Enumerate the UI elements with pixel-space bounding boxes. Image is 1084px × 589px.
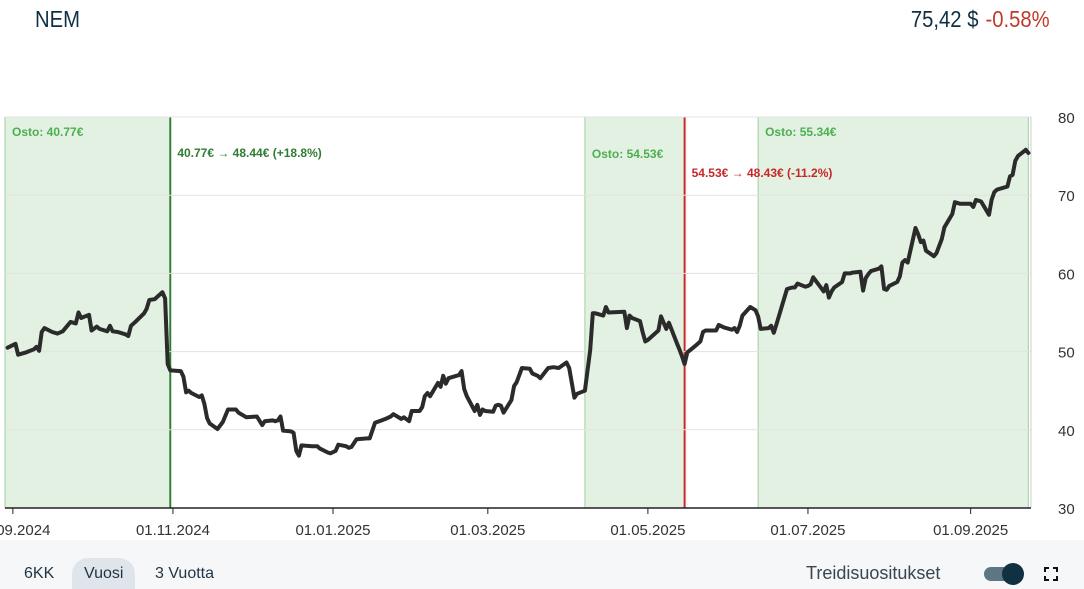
price-series [5,147,1031,458]
trade-signals-label: Treidisuositukset [806,563,941,583]
x-tick-label: 01.03.2025 [450,522,525,539]
x-tick-label: 01.09.2025 [933,522,1008,539]
x-tick-label: 01.09.2024 [0,522,50,539]
trade-exit-band [171,117,174,508]
trade-labels: Osto: 40.77€ 40.77€ → 48.44€ (+18.8%) Osto… [12,125,837,180]
x-tick-label: 01.11.2024 [136,522,210,539]
range-vuosi-button[interactable]: Vuosi [72,558,136,589]
x-tick-label: 01.05.2025 [610,522,685,539]
toggle-knob [1002,563,1024,585]
price-change: -0.58% [985,6,1050,32]
range-3-vuotta-button[interactable]: 3 Vuotta [155,565,215,582]
price-block: 75,42 $ -0.58% [911,6,1050,33]
trade-zone [584,116,686,509]
y-tick-label: 30 [1058,501,1075,518]
trade-result-label: 54.53€ → 48.43€ (-11.2%) [692,166,833,180]
price-chart[interactable]: 30 40 50 60 70 80 01.09.2024 01.11.2024 01.01.20… [0,0,1084,540]
trade-zones [4,116,1029,509]
trade-signals-toggle[interactable] [984,563,1024,585]
x-tick-label: 01.07.2025 [770,522,845,539]
y-tick-label: 70 [1058,188,1075,205]
chart-footer [0,540,1084,589]
trade-exit-band [685,117,688,508]
trade-result-label: 40.77€ → 48.44€ (+18.8%) [177,146,321,160]
y-tick-label: 50 [1058,345,1075,362]
y-tick-label: 40 [1058,423,1075,440]
buy-label: Osto: 54.53€ [592,147,664,161]
axes: 30 40 50 60 70 80 01.09.2024 01.11.2024 01.01.20… [0,110,1075,539]
y-tick-label: 80 [1058,110,1075,127]
expand-icon[interactable] [1043,566,1059,582]
x-tick-label: 01.01.2025 [295,522,370,539]
current-price: 75,42 $ [911,6,979,32]
buy-label: Osto: 40.77€ [12,125,84,139]
trade-zone [757,116,1029,509]
y-tick-label: 60 [1058,266,1075,283]
range-6kk-button[interactable]: 6KK [24,565,55,582]
buy-label: Osto: 55.34€ [765,125,837,139]
ticker-symbol: NEM [35,6,80,32]
